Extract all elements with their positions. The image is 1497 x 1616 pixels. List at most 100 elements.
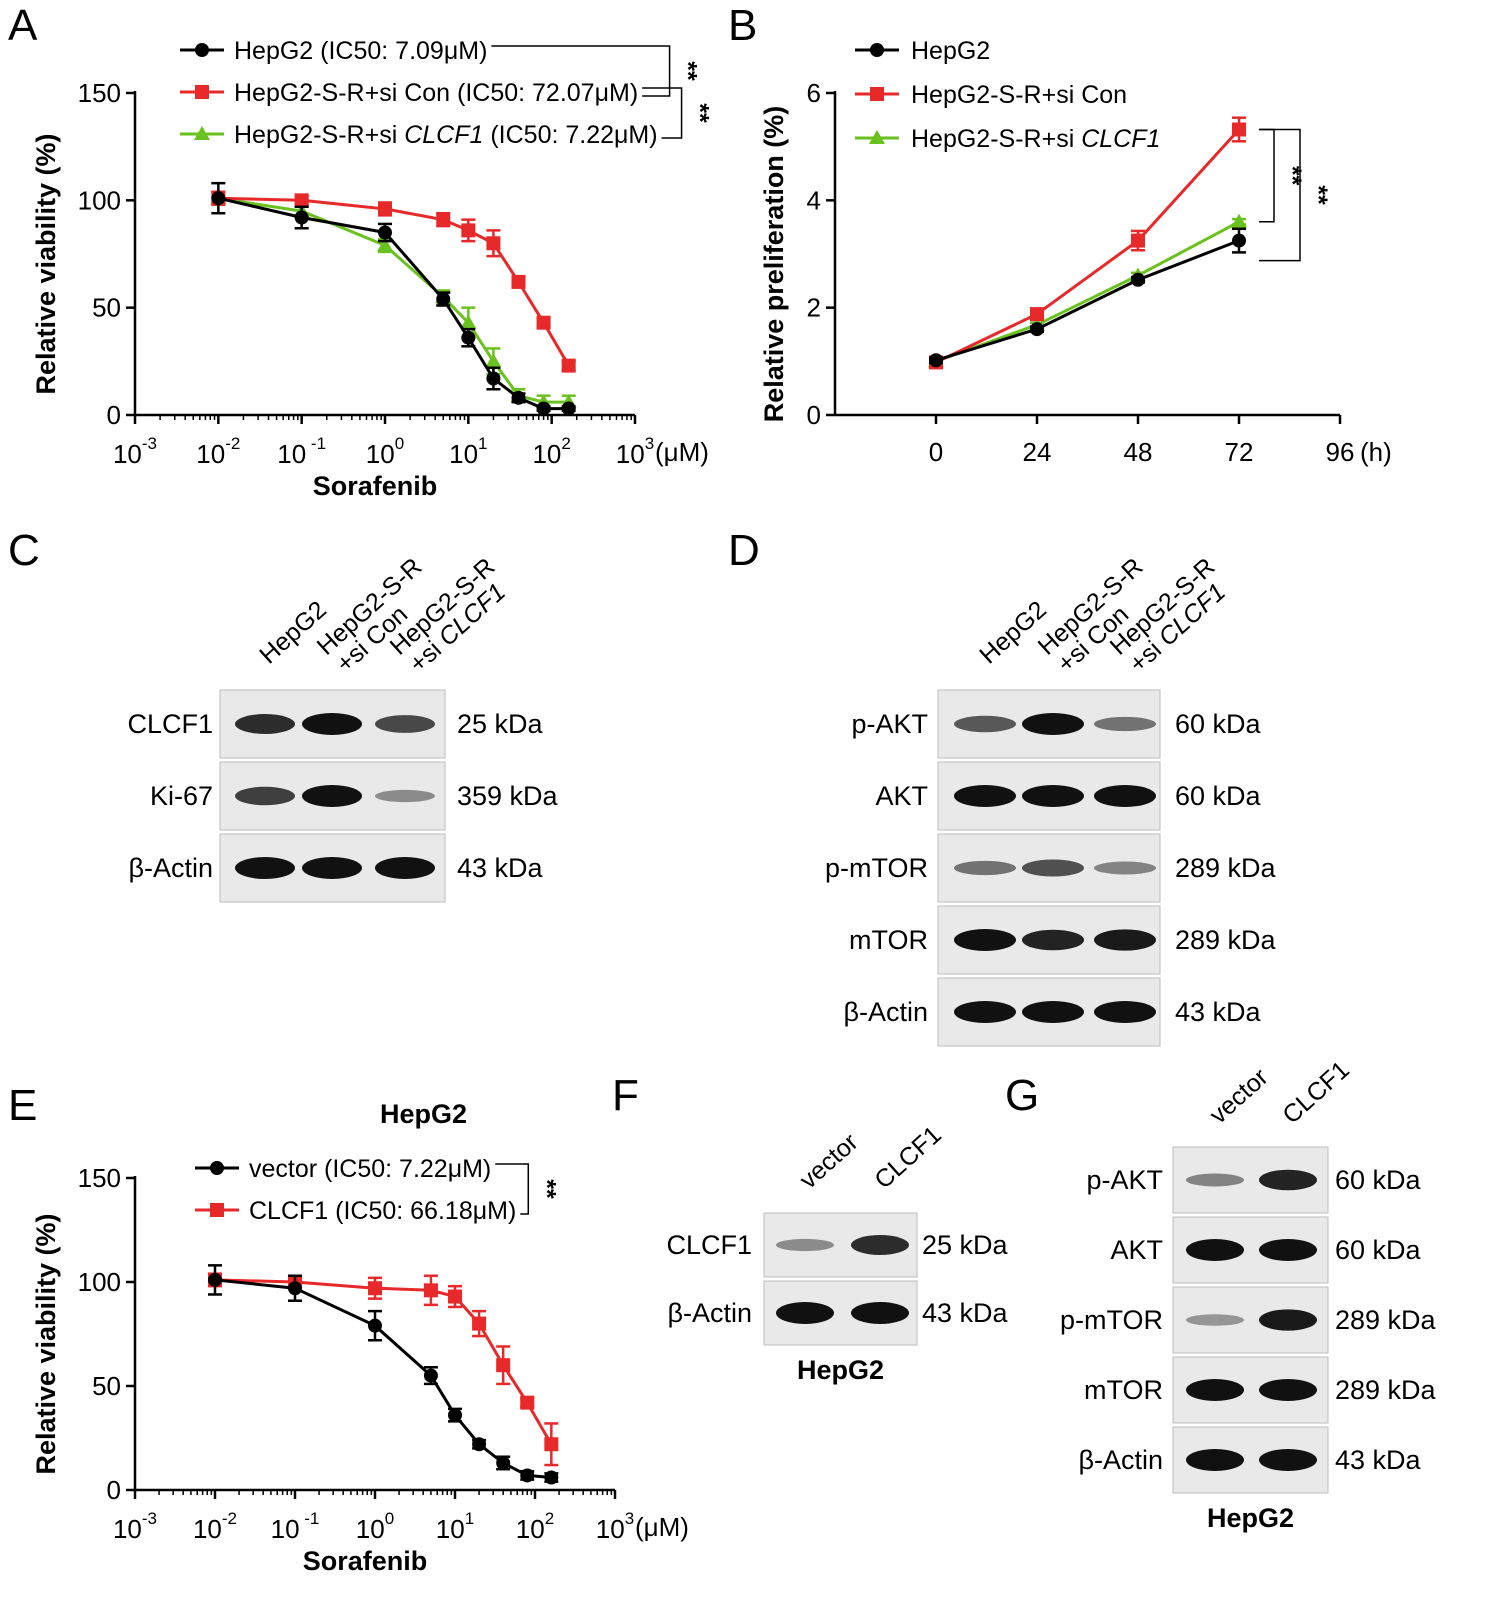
x-unit-label: (μM) <box>635 1512 689 1542</box>
data-point <box>472 1316 487 1331</box>
protein-band <box>776 1238 834 1252</box>
x-tick-exp: -3 <box>142 434 157 453</box>
data-point <box>486 236 501 251</box>
y-tick-label: 0 <box>107 400 121 430</box>
protein-band <box>1259 1309 1317 1331</box>
significance-stars: ** <box>1278 166 1306 186</box>
x-tick-label: 10-3 <box>113 434 157 469</box>
x-tick-label: 10 -1 <box>271 1509 320 1544</box>
x-tick-label: 102 <box>516 1509 554 1544</box>
molecular-weight-label: 60 kDa <box>1335 1235 1422 1265</box>
x-tick-label: 102 <box>532 434 570 469</box>
x-tick-exp: 3 <box>625 1509 634 1528</box>
x-tick-base: 10 <box>277 439 306 469</box>
x-tick-base: 10 <box>596 1514 625 1544</box>
blot-row: β-Actin 43 kDa <box>667 1280 1009 1346</box>
y-axis-label: Relative viability (%) <box>31 133 61 394</box>
legend-marker <box>869 130 885 144</box>
protein-band <box>375 857 435 879</box>
x-tick-base: 10 <box>366 439 395 469</box>
data-point <box>377 237 393 252</box>
y-tick-label: 150 <box>78 78 121 108</box>
protein-band <box>851 1302 909 1324</box>
data-point <box>1030 322 1044 337</box>
legend-entry: vector (IC50: 7.22μM) <box>249 1155 491 1183</box>
legend-entry: CLCF1 (IC50: 66.18μM) <box>249 1197 516 1225</box>
x-tick-base: 10 <box>449 439 478 469</box>
blot-row: AKT 60 kDa <box>875 761 1262 831</box>
molecular-weight-label: 289 kDa <box>1335 1375 1437 1405</box>
blot-row: mTOR 289 kDa <box>849 905 1277 975</box>
blot-row: p-AKT 60 kDa <box>1086 1146 1422 1214</box>
x-tick-exp: -1 <box>300 1509 320 1528</box>
data-point <box>461 223 476 238</box>
x-tick-exp: -2 <box>222 1509 237 1528</box>
data-point <box>460 314 477 329</box>
x-tick-label: 101 <box>449 434 487 469</box>
legend-entry: HepG2-S-R+si CLCF1 <box>911 125 1160 153</box>
protein-label: p-mTOR <box>1060 1305 1163 1335</box>
panel-letter-b: B <box>728 1 757 50</box>
molecular-weight-label: 289 kDa <box>1175 925 1277 955</box>
protein-band <box>375 715 435 733</box>
molecular-weight-label: 60 kDa <box>1175 781 1262 811</box>
protein-band <box>1094 1001 1156 1023</box>
protein-band <box>1022 859 1084 877</box>
x-tick-label: 72 <box>1225 437 1254 467</box>
data-point <box>520 1468 535 1483</box>
data-point <box>1030 307 1044 322</box>
x-tick-label: 0 <box>929 437 943 467</box>
protein-band <box>1022 785 1084 807</box>
panel-letter-g: G <box>1005 1071 1039 1120</box>
significance-stars: ** <box>1304 185 1332 205</box>
legend: HepG2 HepG2-S-R+si Con HepG2-S-R+si CLCF1 <box>855 37 1160 153</box>
legend-marker <box>195 85 209 99</box>
y-tick-label: 150 <box>78 1163 121 1193</box>
legend-entry-italic: CLCF1 <box>404 121 483 149</box>
protein-label: p-AKT <box>1086 1165 1163 1195</box>
x-tick-exp: 3 <box>645 434 654 453</box>
protein-label: mTOR <box>849 925 928 955</box>
data-point <box>496 1358 511 1373</box>
panel-letter-f: F <box>612 1071 639 1120</box>
data-point <box>544 1437 559 1452</box>
data-point <box>436 292 451 307</box>
x-tick-label: 10-3 <box>113 1509 157 1544</box>
y-tick-label: 100 <box>78 185 121 215</box>
protein-band <box>235 786 295 806</box>
molecular-weight-label: 43 kDa <box>922 1298 1009 1328</box>
protein-band <box>1186 1379 1244 1401</box>
y-tick-label: 0 <box>807 400 821 430</box>
data-point <box>423 1368 438 1383</box>
blot-row: CLCF1 25 kDa <box>127 689 544 759</box>
x-tick-label: 96 <box>1326 437 1355 467</box>
data-point <box>1131 272 1145 287</box>
panel-letter-c: C <box>8 526 40 575</box>
legend-entry-part: CLCF1 (IC50: 66.18μM) <box>249 1197 516 1225</box>
legend-entry-part: HepG2 <box>911 37 990 65</box>
protein-label: p-mTOR <box>825 853 928 883</box>
protein-band <box>1022 929 1084 951</box>
data-point <box>1232 233 1246 248</box>
molecular-weight-label: 359 kDa <box>457 781 559 811</box>
panel-letter-a: A <box>8 1 38 50</box>
data-point <box>511 274 526 289</box>
panel-letter-e: E <box>8 1081 37 1130</box>
x-tick-base: 10 <box>356 1514 385 1544</box>
data-point <box>561 358 576 373</box>
x-tick-label: 10-2 <box>196 434 240 469</box>
protein-band <box>1186 1449 1244 1471</box>
data-point <box>520 1395 535 1410</box>
legend-entry-post: (IC50: 7.22μM) <box>483 121 657 149</box>
data-point <box>929 353 943 368</box>
x-tick-exp: 0 <box>385 1509 394 1528</box>
significance: ** ** <box>491 45 714 139</box>
data-point <box>448 1408 462 1423</box>
series-line <box>935 239 1240 362</box>
cell-line-label: HepG2 <box>1207 1503 1294 1533</box>
legend-marker <box>210 1161 224 1175</box>
data-point <box>486 371 501 386</box>
x-tick-label: 100 <box>356 1509 394 1544</box>
blot-row: p-mTOR 289 kDa <box>825 833 1277 903</box>
legend-marker <box>210 1203 224 1217</box>
